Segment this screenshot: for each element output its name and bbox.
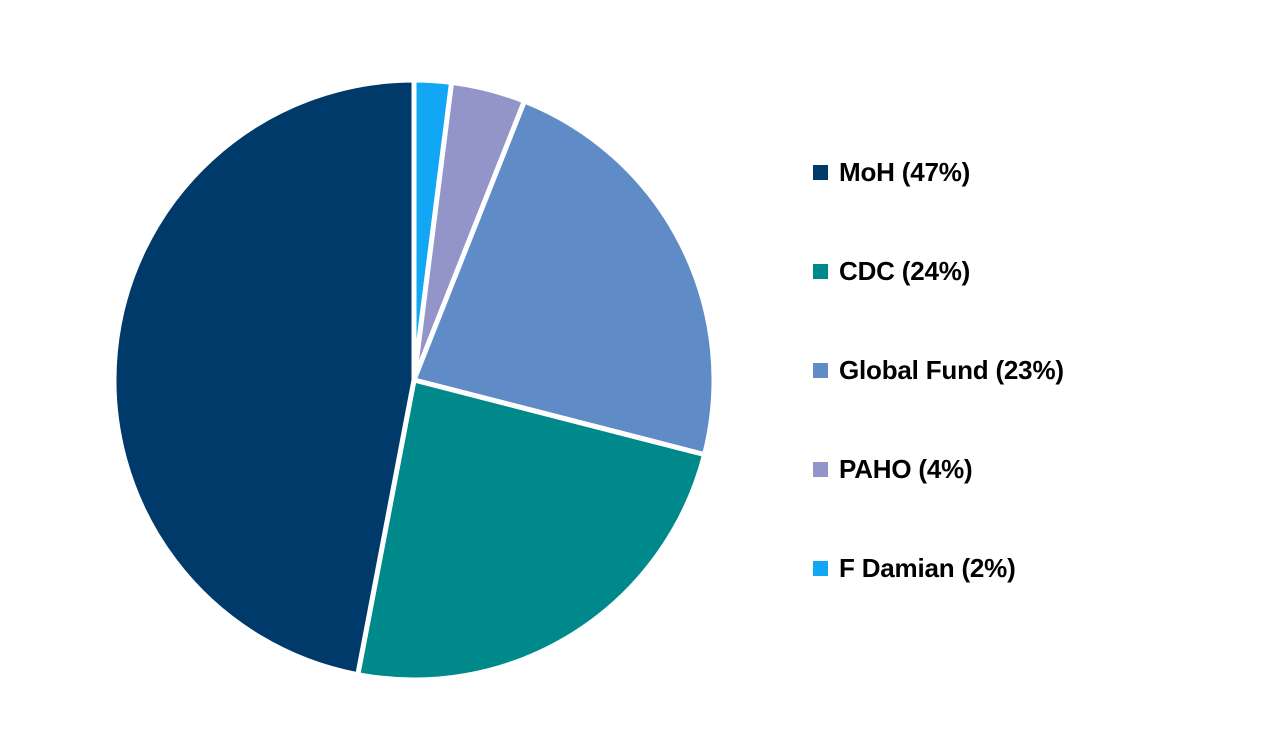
- legend-item-f-damian: F Damian (2%): [813, 548, 1064, 588]
- pie-slice-cdc: [355, 377, 708, 683]
- legend-swatch-global-fund: [813, 362, 828, 378]
- legend-item-moh: MoH (47%): [813, 152, 1064, 192]
- legend-label-cdc: CDC (24%): [839, 255, 971, 286]
- legend-label-moh: MoH (47%): [839, 156, 971, 187]
- legend-item-cdc: CDC (24%): [813, 251, 1064, 291]
- legend-label-global-fund: Global Fund (23%): [839, 354, 1064, 385]
- legend-item-paho: PAHO (4%): [813, 449, 1064, 489]
- pie-slice-moh: [111, 77, 417, 678]
- legend-swatch-paho: [813, 461, 828, 477]
- legend-item-global-fund: Global Fund (23%): [813, 350, 1064, 390]
- legend-swatch-moh: [813, 164, 828, 180]
- legend-label-paho: PAHO (4%): [839, 453, 973, 484]
- legend-swatch-f-damian: [813, 560, 828, 576]
- legend-label-f-damian: F Damian (2%): [839, 552, 1016, 583]
- pie-slice-global-fund: [411, 98, 717, 458]
- legend-swatch-cdc: [813, 263, 828, 279]
- chart-legend: MoH (47%) CDC (24%) Global Fund (23%) PA…: [813, 152, 1064, 647]
- pie-slices: [111, 77, 717, 683]
